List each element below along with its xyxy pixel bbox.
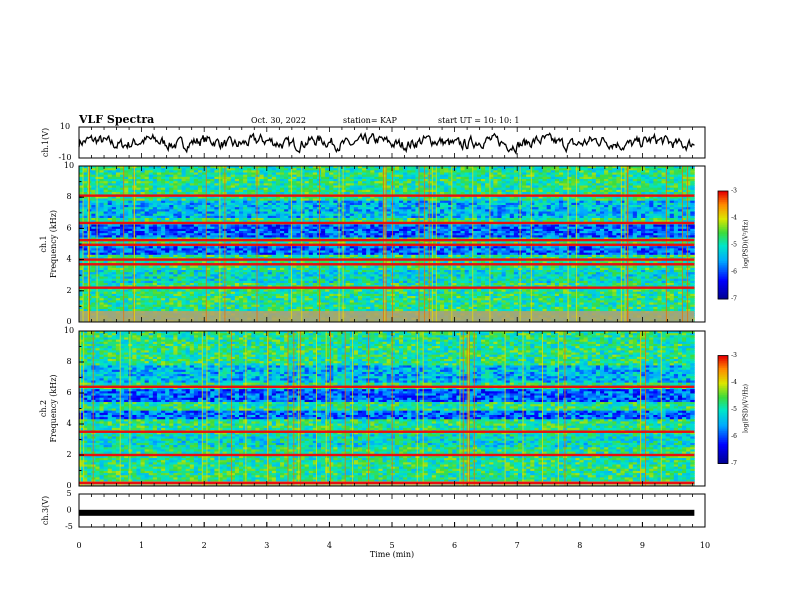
ch2-spectrogram-colorbar-tick-label: -4 <box>731 379 737 386</box>
ch3-waveform-trace <box>79 509 695 516</box>
ch1-spectrogram-red-band <box>79 194 695 197</box>
ch2-spectrogram-red-band <box>79 430 695 433</box>
ch1-spectrogram-red-band <box>79 263 695 266</box>
ch1-spectrogram-red-band <box>79 238 695 242</box>
ch1-spectrogram-ytick-label: 4 <box>66 255 71 264</box>
ch2-spectrogram-red-band <box>79 453 695 457</box>
ch2-spectrogram-ytick-label: 0 <box>66 481 71 490</box>
time-xtick-label: 6 <box>452 541 457 550</box>
ch1-spectrogram-red-band <box>79 258 695 261</box>
ch2-spectrogram-ytick-label: 6 <box>66 388 71 397</box>
ch1-waveform-trace <box>78 131 695 155</box>
ch2-spectrogram-ytick-label: 2 <box>66 450 71 459</box>
ch1-spectrogram-ytick-label: 10 <box>64 161 74 170</box>
time-axis-label: Time (min) <box>370 550 414 559</box>
ch3-ytick-label: -5 <box>65 522 73 531</box>
ch2-spectrogram-ytick-label: 10 <box>64 326 74 335</box>
ch2-spectrogram-ylabel-frequency: Frequency (kHz) <box>49 374 58 442</box>
time-xtick-label: 5 <box>389 541 394 550</box>
ch2-spectrogram-ytick-label: 4 <box>66 419 71 428</box>
ch2-spectrogram-ylabel-channel: ch.2 <box>39 400 48 417</box>
ch2-spectrogram-colorbar-tick-label: -3 <box>731 352 737 359</box>
time-xtick-label: 7 <box>515 541 520 550</box>
ch1-spectrogram-ytick-label: 2 <box>66 286 71 295</box>
ch1-spectrogram-colorbar-tick-label: -5 <box>731 242 737 249</box>
ch2-spectrogram-colorbar-tick-label: -7 <box>731 460 737 467</box>
ch1-spectrogram-red-band <box>79 286 695 289</box>
ch2-spectrogram-colorbar-tick-label: -5 <box>731 406 737 413</box>
observation-date: Oct. 30, 2022 <box>251 116 306 125</box>
ch2-spectrogram-colorbar-label: log(PSD)(V²/Hz) <box>743 384 750 433</box>
ch1-spectrogram-colorbar-tick-label: -6 <box>731 269 737 276</box>
ch1-spectrogram-colorbar <box>717 190 729 300</box>
time-xtick-label: 2 <box>202 541 207 550</box>
ch1-spectrogram-low-frequency-band <box>79 311 695 322</box>
ch2-spectrogram-red-band <box>79 481 695 485</box>
time-xtick-label: 3 <box>264 541 269 550</box>
ch3-ytick-label: 5 <box>66 489 71 498</box>
ch1-spectrogram-ytick-label: 6 <box>66 223 71 232</box>
time-xtick-label: 9 <box>640 541 645 550</box>
time-xtick-label: 10 <box>700 541 710 550</box>
time-xtick-label: 1 <box>139 541 144 550</box>
station-label: station= KAP <box>343 116 397 125</box>
ch2-spectrogram-ytick-label: 8 <box>66 357 71 366</box>
ch1-spectrogram-ylabel-channel: ch.1 <box>39 235 48 252</box>
ch1-spectrogram-colorbar-tick-label: -3 <box>731 188 737 195</box>
ch1-spectrogram-colorbar-label: log(PSD)(V²/Hz) <box>743 220 750 269</box>
time-xtick-label: 8 <box>577 541 582 550</box>
ch1-spectrogram-colorbar-tick-label: -7 <box>731 296 737 303</box>
start-time-label: start UT = 10: 10: 1 <box>438 116 519 125</box>
ch1-spectrogram-red-band <box>79 243 695 246</box>
ch2-spectrogram-red-band <box>79 385 695 388</box>
ch1-spectrogram-ytick-label: 8 <box>66 192 71 201</box>
ch1-spectrogram-red-band <box>79 221 695 225</box>
ch1-spectrogram-colorbar-tick-label: -4 <box>731 215 737 222</box>
ch2-spectrogram-colorbar <box>717 355 729 464</box>
ch1-ytick-label: 10 <box>60 122 70 131</box>
chart-title: VLF Spectra <box>79 113 154 126</box>
time-xtick-label: 0 <box>76 541 81 550</box>
ch2-spectrogram-colorbar-tick-label: -6 <box>731 433 737 440</box>
ch1-spectrogram-ytick-label: 0 <box>66 317 71 326</box>
time-xtick-label: 4 <box>327 541 332 550</box>
ch1-spectrogram-ylabel-frequency: Frequency (kHz) <box>49 210 58 278</box>
ch3-waveform-ylabel: ch.3(V) <box>41 496 50 525</box>
ch1-ytick-label: -10 <box>59 153 72 162</box>
ch2-spectrogram-heatmap <box>79 331 695 487</box>
ch3-ytick-label: 0 <box>66 506 71 515</box>
ch1-waveform-ylabel: ch.1(V) <box>41 128 50 157</box>
